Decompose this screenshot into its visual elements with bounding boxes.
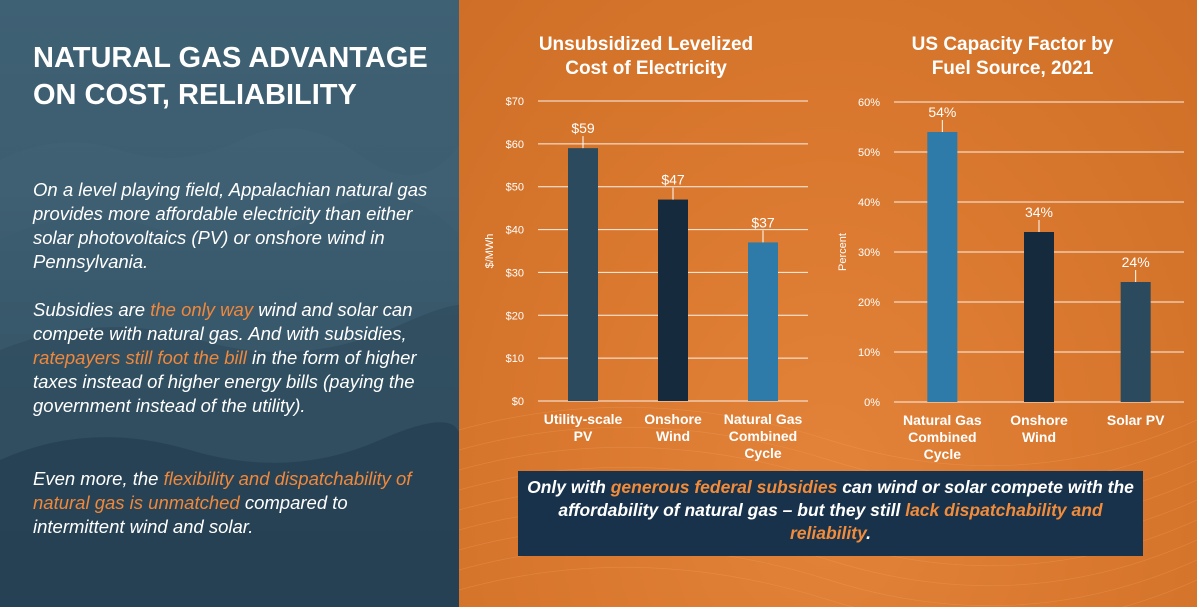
chart1-data-label: $47 <box>661 172 685 188</box>
mountain-background <box>0 128 459 607</box>
chart2-category-label: Solar PV <box>1107 412 1165 428</box>
chart2-data-label: 54% <box>928 104 956 120</box>
paragraph-2: Subsidies are the only way wind and sola… <box>33 299 417 416</box>
chart2-category-label-line: Combined <box>908 429 976 445</box>
chart1-ytick-label: $0 <box>512 396 524 408</box>
callout-box: Only with generous federal subsidies can… <box>518 471 1143 556</box>
left-panel: NATURAL GAS ADVANTAGE ON COST, RELIABILI… <box>0 0 459 607</box>
chart1-ylabel: $/MWh <box>484 234 496 269</box>
chart2-category-label-line: Onshore <box>1010 412 1068 428</box>
chart1-bar <box>658 199 688 401</box>
paragraph-3: Even more, the flexibility and dispatcha… <box>33 468 412 537</box>
slide-title: NATURAL GAS ADVANTAGE ON COST, RELIABILI… <box>33 42 428 111</box>
chart1-plot: $0 $10 $20 $30 $40 $50 $60 $70 $/MWh $59 Utility-s… <box>484 96 808 461</box>
chart1-category-label-line: PV <box>574 428 593 444</box>
chart1-category-label-line: Utility-scale <box>544 411 623 427</box>
chart1-category-label-line: Cycle <box>744 445 782 461</box>
paragraph-1: On a level playing field, Appalachian na… <box>33 179 428 272</box>
chart2-ytick-label: 50% <box>858 147 880 159</box>
chart1-ytick-label: $60 <box>506 139 524 151</box>
chart2-ytick-label: 30% <box>858 247 880 259</box>
chart2-ylabel: Percent <box>837 233 849 271</box>
chart1-ytick-label: $70 <box>506 96 524 108</box>
chart2-bar <box>1120 282 1151 402</box>
chart2-bar <box>1024 232 1054 402</box>
chart1-category-label-line: Natural Gas <box>724 411 803 427</box>
chart1-ytick-label: $30 <box>506 267 524 279</box>
chart2-title: US Capacity Factor by Fuel Source, 2021 <box>911 34 1114 79</box>
chart1-category-label-line: Onshore <box>644 411 702 427</box>
chart1-title: Unsubsidized Levelized Cost of Electrici… <box>538 34 754 79</box>
chart2-ytick-label: 20% <box>858 297 880 309</box>
chart2-ytick-label: 10% <box>858 347 880 359</box>
chart2-plot: 0% 10% 20% 30% 40% 50% 60% Percent 54% Natural Ga… <box>837 97 1184 462</box>
chart2-data-label: 24% <box>1122 254 1150 270</box>
chart2-ytick-label: 60% <box>858 97 880 109</box>
chart1-category-label: Utility-scale PV <box>544 411 623 444</box>
highlight-ratepayers: ratepayers still foot the bill <box>33 347 247 368</box>
chart1-bar <box>568 148 598 401</box>
chart1-category-label: Onshore Wind <box>644 411 702 444</box>
highlight-only-way: the only way <box>150 299 254 320</box>
chart2-category-label-line: Natural Gas <box>903 412 982 428</box>
chart1-category-label-line: Wind <box>656 428 690 444</box>
chart1-category-label-line: Combined <box>729 428 797 444</box>
chart2-category-label-line: Solar PV <box>1107 412 1165 428</box>
chart2-category-label: Natural Gas Combined Cycle <box>903 412 982 462</box>
chart2-data-label: 34% <box>1025 204 1053 220</box>
chart1-category-label: Natural Gas Combined Cycle <box>724 411 803 461</box>
chart1-ytick-label: $20 <box>506 310 524 322</box>
chart2-category-label-line: Wind <box>1022 429 1056 445</box>
chart1-ytick-label: $10 <box>506 353 524 365</box>
chart2-bar <box>927 132 958 402</box>
chart2-category-label-line: Cycle <box>924 446 962 462</box>
chart1-bar <box>748 242 778 401</box>
chart1-ytick-label: $40 <box>506 225 524 237</box>
chart2-category-label: Onshore Wind <box>1010 412 1068 445</box>
chart1-data-label: $37 <box>751 214 775 230</box>
chart2-ytick-label: 40% <box>858 197 880 209</box>
chart1-ytick-label: $50 <box>506 182 524 194</box>
highlight-flexibility: flexibility and dispatchability of natur… <box>33 468 412 513</box>
chart1-data-label: $59 <box>571 120 595 136</box>
callout-highlight-dispatchability: lack dispatchability and reliability <box>789 500 1103 543</box>
callout-highlight-subsidies: generous federal subsidies <box>610 477 838 497</box>
chart2-ytick-label: 0% <box>864 397 880 409</box>
